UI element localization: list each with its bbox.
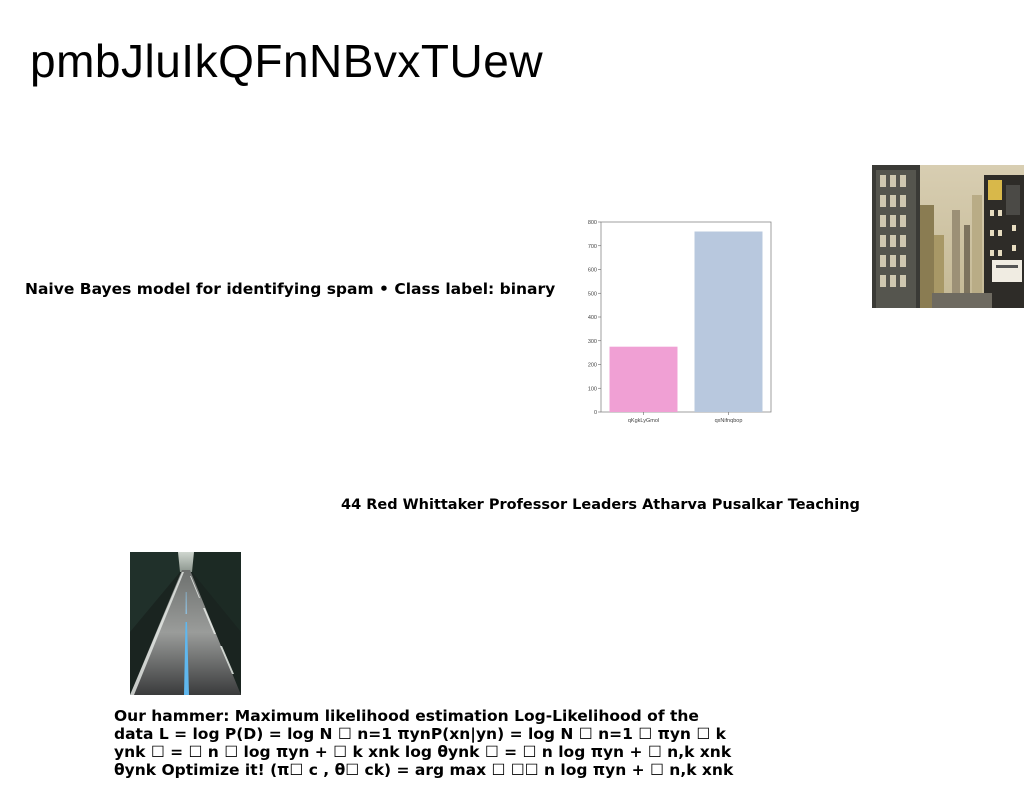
- city-street-photo: [872, 165, 1024, 308]
- y-tick-label: 400: [588, 315, 597, 321]
- y-tick-label: 600: [588, 268, 597, 274]
- bar: [694, 231, 763, 412]
- y-tick-label: 0: [594, 410, 597, 416]
- naive-bayes-text: Naive Bayes model for identifying spam •…: [25, 280, 556, 298]
- x-tick-label: qKgkLyGmol: [628, 418, 659, 424]
- y-tick-label: 700: [588, 244, 597, 250]
- bar-chart-svg: 0 100 200 300 400 500 600 700 800 qKgkLyGmol qxNif…: [588, 220, 772, 424]
- y-tick-label: 300: [588, 339, 597, 345]
- y-tick-label: 800: [588, 220, 597, 226]
- bar-chart: 0 100 200 300 400 500 600 700 800 qKgkLyGmol qxNif…: [585, 215, 775, 430]
- y-tick-label: 100: [588, 386, 597, 392]
- y-tick-label: 500: [588, 291, 597, 297]
- road-photo: [130, 552, 241, 695]
- bar: [609, 346, 678, 412]
- mle-line: θynk Optimize it! (π☐ c , θ☐ ck) = arg m…: [114, 761, 734, 779]
- mle-line: Our hammer: Maximum likelihood estimatio…: [114, 707, 699, 725]
- slide-title: pmbJluIkQFnNBvxTUew: [30, 35, 544, 87]
- y-tick-label: 200: [588, 363, 597, 369]
- mle-line: data L = log P(D) = log N ☐ n=1 πynP(xn|…: [114, 725, 726, 743]
- mle-line: ynk ☐ = ☐ n ☐ log πyn + ☐ k xnk log θynk…: [114, 743, 732, 761]
- city-street-image: [872, 165, 1024, 308]
- credit-text: 44 Red Whittaker Professor Leaders Athar…: [341, 497, 860, 513]
- x-tick-label: qxNifnqbop: [715, 418, 743, 424]
- road-image: [130, 552, 241, 695]
- mle-paragraph: Our hammer: Maximum likelihood estimatio…: [114, 707, 733, 779]
